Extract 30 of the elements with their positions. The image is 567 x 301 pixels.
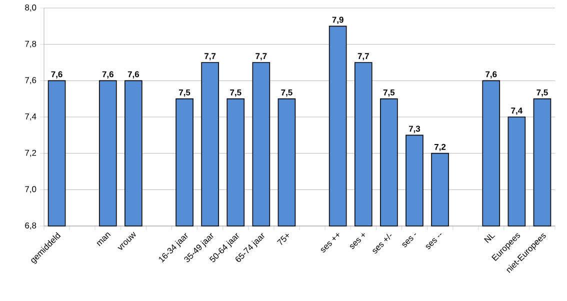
y-tick-label: 6,8	[25, 222, 36, 230]
x-tick-label: ses ++	[320, 233, 340, 252]
data-label: 7,4	[511, 108, 523, 115]
y-tick-label: 7,0	[25, 186, 36, 194]
x-tick-label: man	[96, 232, 111, 246]
data-label: 7,6	[486, 71, 497, 78]
data-label: 7,2	[434, 144, 446, 152]
y-tick-label: 7,6	[25, 77, 36, 84]
data-label: 7,5	[179, 89, 190, 97]
y-tick-label: 7,8	[25, 40, 36, 48]
data-label: 7,6	[102, 71, 114, 78]
data-label: 7,5	[383, 89, 395, 97]
data-label: 7,5	[536, 89, 548, 97]
y-tick-label: 7,2	[25, 150, 36, 157]
y-tick-label: 8,0	[25, 4, 36, 12]
data-label: 7,7	[256, 53, 267, 60]
data-label: 7,3	[408, 126, 420, 133]
x-tick-label: 75+	[276, 234, 289, 245]
x-tick-label: ses +	[350, 233, 365, 249]
data-label: 7,5	[230, 89, 242, 97]
y-tick-label: 7,4	[25, 114, 36, 120]
data-label: 7,9	[332, 16, 344, 24]
data-label: 7,6	[51, 71, 62, 78]
x-tick-label: ses +/-	[372, 234, 392, 254]
data-label: 7,5	[281, 89, 292, 97]
data-label: 7,6	[128, 71, 140, 78]
x-tick-label: ses -	[402, 233, 416, 248]
x-tick-label: ses --	[426, 233, 442, 250]
data-label: 7,7	[358, 53, 369, 60]
data-label: 7,7	[204, 53, 216, 60]
